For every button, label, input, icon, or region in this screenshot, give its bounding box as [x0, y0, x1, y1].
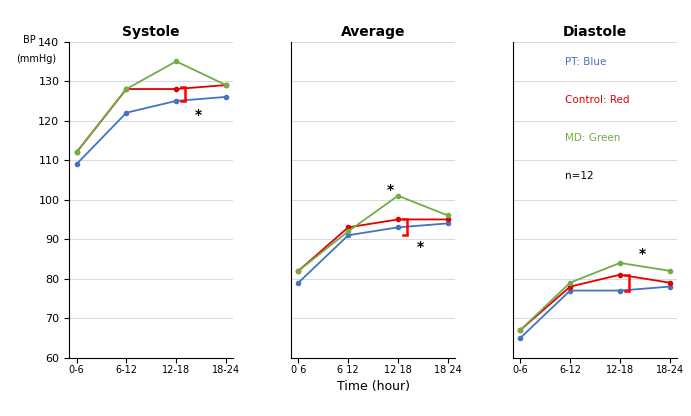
Text: *: * — [638, 247, 646, 261]
Text: *: * — [387, 183, 394, 197]
Text: PT: Blue: PT: Blue — [565, 57, 607, 67]
Text: Control: Red: Control: Red — [565, 95, 630, 105]
X-axis label: Time (hour): Time (hour) — [337, 379, 410, 393]
Text: BP: BP — [23, 35, 36, 45]
Title: Diastole: Diastole — [563, 25, 627, 39]
Text: *: * — [195, 108, 202, 122]
Text: (mmHg): (mmHg) — [17, 54, 57, 64]
Text: *: * — [417, 240, 424, 254]
Text: MD: Green: MD: Green — [565, 133, 621, 143]
Title: Average: Average — [341, 25, 406, 39]
Text: n=12: n=12 — [565, 171, 594, 181]
Title: Systole: Systole — [122, 25, 180, 39]
